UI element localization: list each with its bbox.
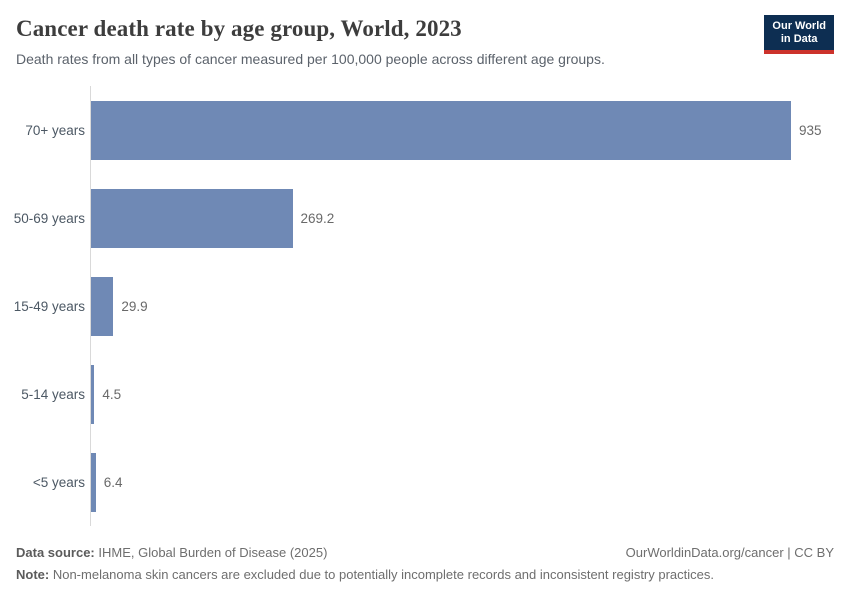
chart-subtitle: Death rates from all types of cancer mea… [16,51,605,67]
chart-row: <5 years 6.4 [16,438,834,526]
data-source-text: IHME, Global Burden of Disease (2025) [94,545,328,560]
bar [91,276,114,336]
chart-row: 50-69 years 269.2 [13,174,834,262]
value-label: 6.4 [103,474,123,490]
axis-track: 269.2 [90,174,834,262]
axis-track: 29.9 [90,262,834,350]
owid-logo-line2: in Data [780,33,818,45]
chart-row: 15-49 years 29.9 [13,262,834,350]
bar [91,364,95,424]
owid-link[interactable]: OurWorldinData.org/cancer | CC BY [625,545,834,560]
chart-title: Cancer death rate by age group, World, 2… [16,16,462,41]
footer-line1: Data source: IHME, Global Burden of Dise… [16,542,834,564]
axis-track: 935 [90,86,834,174]
value-label: 935 [799,122,822,138]
data-source-label: Data source: [16,545,95,560]
chart-header: Cancer death rate by age group, World, 2… [16,14,834,68]
value-label: 269.2 [300,210,335,226]
footer-note-text: Non-melanoma skin cancers are excluded d… [49,567,714,582]
category-label: 15-49 years [13,298,85,314]
axis-track: 6.4 [90,438,834,526]
chart-footer: Data source: IHME, Global Burden of Dise… [16,542,834,586]
footer-note-label: Note: [16,567,50,582]
bar [91,100,791,160]
category-label: <5 years [32,474,85,490]
value-label: 4.5 [102,386,122,402]
axis-track: 4.5 [90,350,834,438]
footer-note: Note: Non-melanoma skin cancers are excl… [16,564,834,586]
chart-row: 5-14 years 4.5 [16,350,834,438]
owid-logo-line1: Our World [772,20,826,32]
data-source: Data source: IHME, Global Burden of Dise… [16,542,327,564]
header-text-block: Cancer death rate by age group, World, 2… [16,14,605,68]
owid-logo[interactable]: Our World in Data [764,15,834,54]
category-label: 70+ years [25,122,85,138]
bar [91,188,293,248]
bar [91,452,96,512]
bar-chart: 70+ years 935 50-69 years 269.2 15-49 ye… [13,86,834,526]
category-label: 50-69 years [13,210,85,226]
value-label: 29.9 [121,298,148,314]
category-label: 5-14 years [21,386,85,402]
chart-row: 70+ years 935 [16,86,834,174]
